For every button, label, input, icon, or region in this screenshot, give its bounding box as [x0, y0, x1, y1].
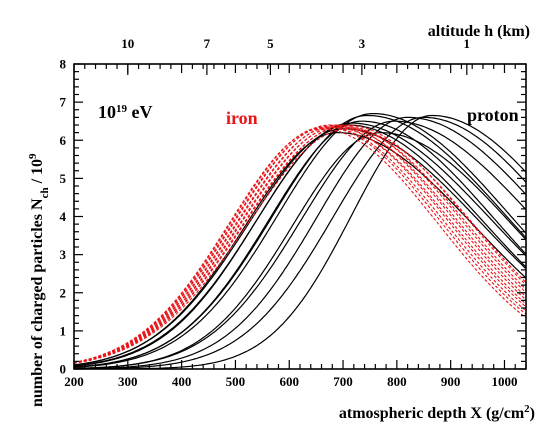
proton-shower-curve: [74, 122, 526, 367]
x-tick-label: 800: [387, 374, 407, 389]
iron-shower-curve: [74, 124, 526, 364]
y-tick-label: 1: [60, 323, 67, 338]
y-axis-title-sub: ch: [39, 187, 51, 198]
energy-label: 1019 eV: [98, 102, 153, 122]
proton-shower-curve: [74, 120, 526, 369]
proton-shower-curve: [74, 113, 526, 368]
x-tick-label: 600: [279, 374, 299, 389]
proton-shower-curve: [74, 128, 526, 366]
x-tick-label: 900: [441, 374, 461, 389]
y-axis-title: number of charged particles Nch / 109: [27, 153, 51, 407]
y-tick-label: 8: [60, 57, 67, 72]
y-tick-label: 3: [60, 247, 67, 262]
proton-shower-curve: [74, 132, 526, 366]
x-axis-title: atmospheric depth X (g/cm2): [339, 403, 535, 422]
iron-label: iron: [226, 108, 258, 128]
top-tick-label: 3: [359, 36, 366, 51]
top-tick-label: 5: [267, 36, 274, 51]
energy-exponent: 19: [116, 103, 128, 115]
proton-shower-curve: [74, 114, 526, 368]
iron-shower-curve: [74, 126, 526, 364]
ticks-group: 200 300 400 500 600 700 800 900 1000 0 1 2 3 4 5 6 7 8 10 7…: [60, 36, 527, 389]
x-tick-label: 300: [118, 374, 138, 389]
iron-shower-curve: [74, 128, 526, 363]
y-tick-label: 0: [60, 362, 67, 377]
y-tick-label: 2: [60, 285, 67, 300]
top-axis-title: altitude h (km): [428, 23, 530, 40]
top-tick-label: 7: [204, 36, 211, 51]
x-axis-title-sup: 2: [524, 403, 530, 415]
proton-shower-curve: [74, 132, 526, 369]
proton-shower-curve: [74, 114, 526, 369]
x-tick-label: 200: [64, 374, 84, 389]
y-tick-label: 7: [60, 95, 67, 110]
y-axis-title-sup: 9: [27, 153, 39, 159]
curves-group: [74, 113, 526, 369]
top-tick-label: 1: [464, 36, 471, 51]
iron-shower-curve: [74, 128, 526, 364]
x-tick-label: 500: [226, 374, 246, 389]
y-tick-label: 5: [60, 171, 67, 186]
x-tick-label: 400: [172, 374, 192, 389]
y-tick-label: 6: [60, 133, 67, 148]
x-tick-label: 700: [333, 374, 353, 389]
proton-label: proton: [467, 105, 519, 125]
y-tick-label: 4: [60, 209, 67, 224]
proton-shower-curve: [74, 120, 526, 368]
iron-shower-curve: [74, 124, 526, 364]
iron-shower-curve: [74, 124, 526, 364]
iron-shower-curve: [74, 124, 526, 364]
top-tick-label: 10: [121, 36, 134, 51]
x-tick-label: 1000: [491, 374, 517, 389]
